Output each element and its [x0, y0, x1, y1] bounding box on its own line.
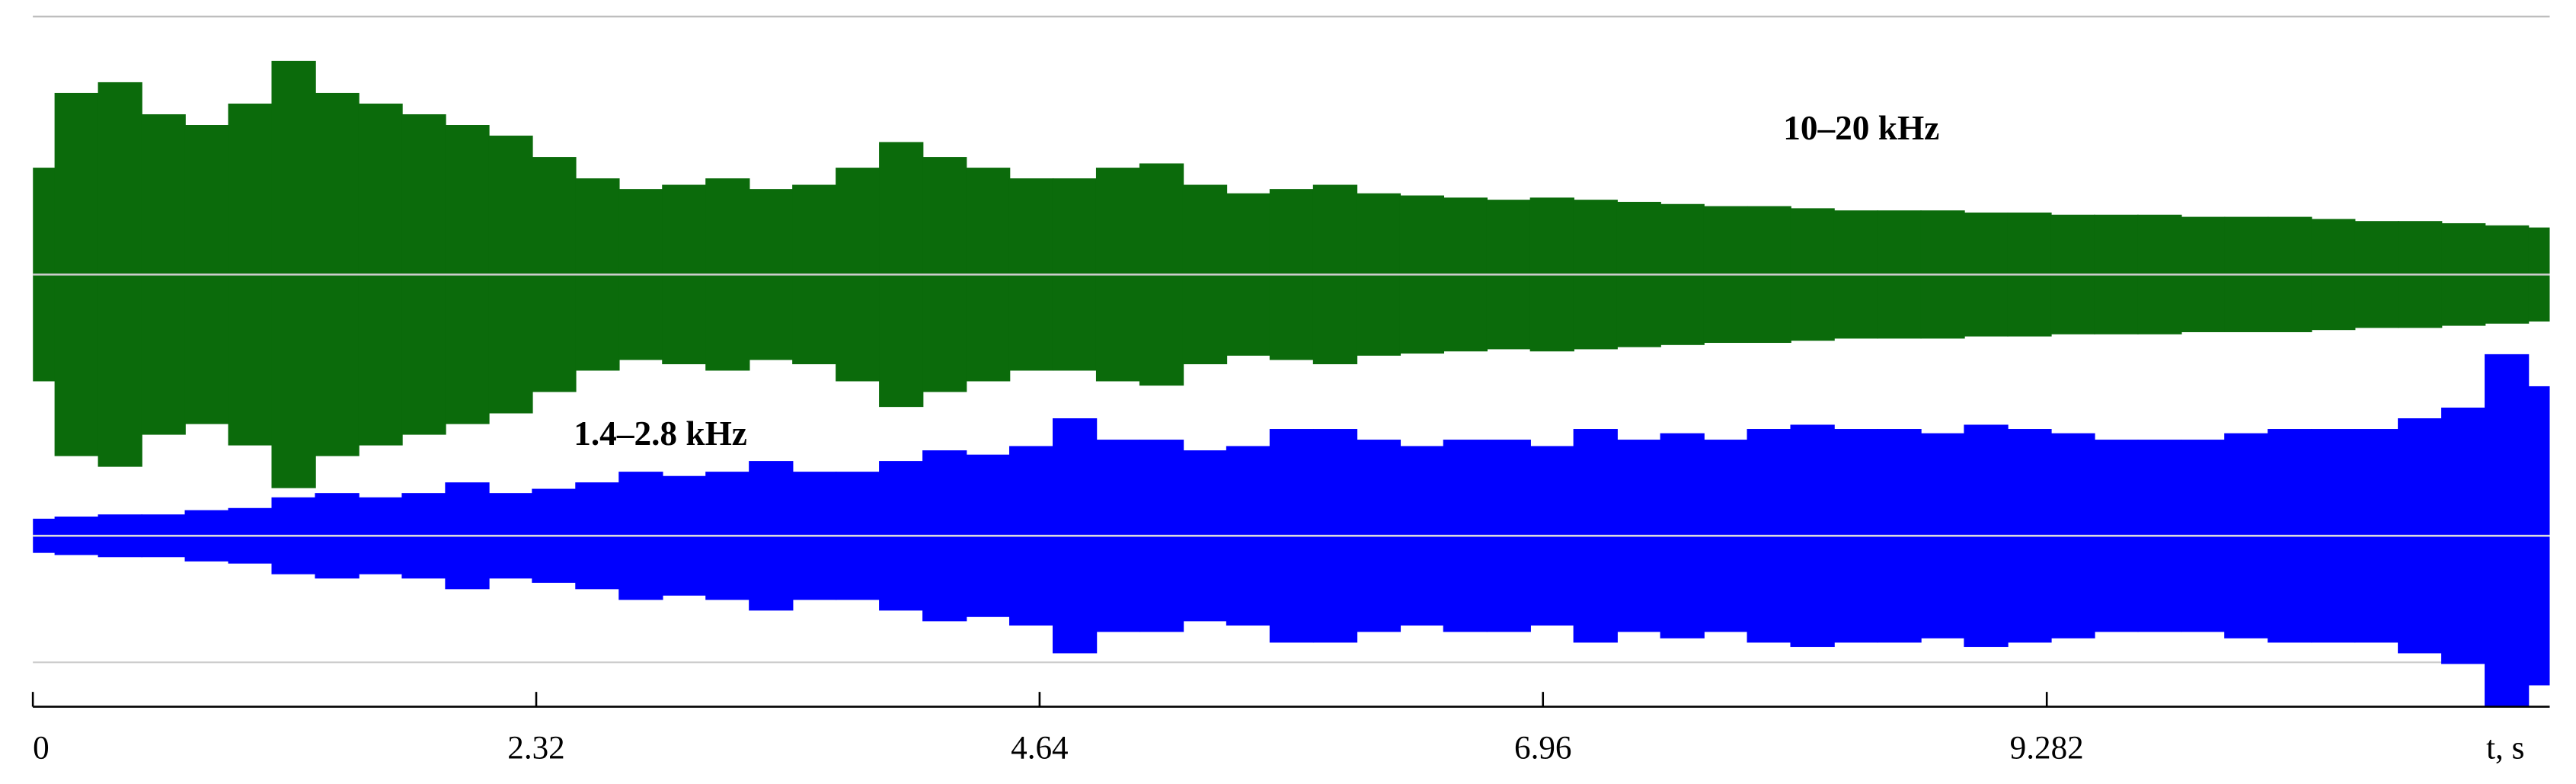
x-axis-label: t, s	[2486, 731, 2524, 766]
x-tick-label: 2.32	[507, 731, 564, 766]
x-tick-label: 0	[33, 731, 50, 766]
x-tick-label: 9.282	[2010, 731, 2084, 766]
x-tick-label: 4.64	[1011, 731, 1068, 766]
amplitude-bar	[2485, 354, 2530, 707]
x-tick-label: 6.96	[1514, 731, 1571, 766]
series-label: 1.4–2.8 kHz	[574, 414, 747, 453]
plot-area	[33, 60, 2550, 707]
series-label: 10–20 kHz	[1783, 109, 1939, 147]
